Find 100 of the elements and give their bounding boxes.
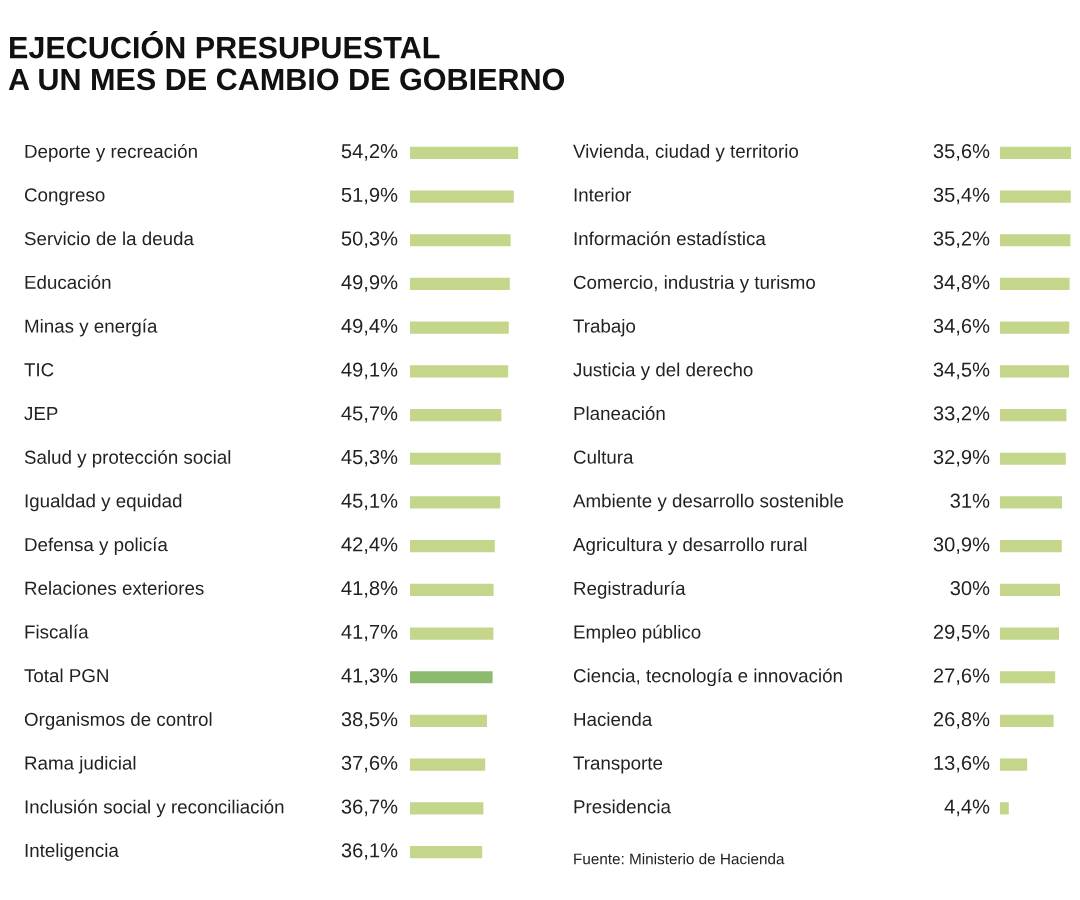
bar	[410, 845, 483, 859]
y-tick-label: Defensa y policía	[25, 537, 168, 555]
bar	[410, 408, 502, 422]
data-label: 38,5%	[341, 712, 398, 729]
bar	[410, 277, 510, 291]
bar	[1000, 758, 1028, 771]
bar	[1000, 146, 1072, 159]
y-tick-label: Información estadística	[574, 231, 766, 246]
data-label: 35,2%	[933, 231, 990, 249]
y-tick-label: TIC	[24, 363, 54, 377]
bar	[1000, 365, 1069, 378]
data-label: 34,5%	[933, 362, 990, 380]
y-tick-label: Rama judicial	[25, 755, 136, 774]
data-label: 37,6%	[341, 755, 398, 773]
data-label: 41,3%	[341, 668, 398, 686]
y-tick-label: Deporte y recreación	[25, 144, 197, 162]
y-tick-label: Planeación	[574, 406, 665, 421]
data-label: 36,1%	[341, 843, 398, 860]
bar	[1000, 540, 1062, 553]
y-tick-label: Interior	[574, 187, 632, 202]
bar	[410, 146, 519, 159]
data-label: 34,6%	[933, 318, 990, 336]
y-tick-label: Presidencia	[574, 799, 671, 814]
y-tick-label: Servicio de la deuda	[24, 231, 194, 246]
y-tick-label: Registraduría	[574, 581, 686, 599]
data-label: 30%	[950, 581, 990, 596]
data-label: 41,7%	[341, 624, 398, 642]
data-label: 45,1%	[341, 493, 398, 511]
bar	[410, 496, 501, 509]
y-tick-label: Trabajo	[573, 318, 636, 337]
bar	[1000, 496, 1062, 509]
data-label: 30,9%	[933, 537, 990, 554]
y-tick-label: Transporte	[573, 756, 663, 774]
data-label: 26,8%	[933, 712, 990, 729]
bar	[1000, 321, 1070, 334]
y-tick-label: Inclusión social y reconciliación	[25, 799, 284, 818]
y-tick-label: Organismos de control	[24, 712, 212, 730]
bar	[410, 321, 509, 334]
bar	[1000, 627, 1059, 640]
bar	[410, 758, 486, 771]
data-label: 45,7%	[341, 406, 398, 423]
data-label: 27,6%	[933, 668, 990, 686]
bar	[1000, 234, 1071, 247]
y-tick-label: Educación	[25, 274, 111, 289]
y-tick-label: Igualdad y equidad	[25, 493, 182, 512]
bar	[410, 671, 493, 684]
y-tick-label: Salud y protección social	[24, 449, 231, 468]
data-label: 54,2%	[341, 144, 398, 161]
source-note: Fuente: Ministerio de Hacienda	[574, 853, 785, 865]
bar	[1000, 190, 1071, 203]
data-label: 49,1%	[341, 362, 398, 380]
bar	[410, 452, 501, 465]
y-tick-label: Congreso	[24, 188, 105, 206]
y-tick-label: JEP	[24, 407, 58, 421]
bar	[1000, 671, 1056, 684]
data-label: 4,4%	[944, 799, 990, 817]
y-tick-label: Agricultura y desarrollo rural	[573, 537, 807, 555]
data-label: 50,3%	[341, 231, 398, 249]
chart-title: EJECUCIÓN PRESUPUESTAL A UN MES DE CAMBIO DE GOBIERNO	[8, 31, 565, 91]
y-tick-label: Relaciones exteriores	[25, 581, 204, 595]
y-tick-label: Ambiente y desarrollo sostenible	[573, 493, 844, 512]
data-label: 45,3%	[341, 449, 398, 467]
bar	[410, 627, 494, 640]
y-tick-label: Hacienda	[574, 712, 653, 726]
data-label: 34,8%	[933, 275, 990, 292]
data-label: 41,8%	[341, 581, 398, 598]
bar	[410, 802, 484, 815]
bar	[1000, 277, 1070, 291]
bar	[410, 714, 487, 728]
bar	[410, 583, 494, 596]
y-tick-label: Ciencia, tecnología e innovación	[573, 668, 842, 687]
y-tick-label: Minas y energía	[25, 318, 158, 337]
y-tick-label: Total PGN	[24, 668, 108, 683]
bar	[410, 540, 495, 553]
data-label: 49,4%	[341, 318, 398, 336]
y-tick-label: Cultura	[573, 450, 634, 464]
data-label: 32,9%	[933, 449, 990, 467]
data-label: 49,9%	[341, 275, 398, 292]
bar	[410, 365, 509, 378]
bar	[1000, 583, 1060, 596]
data-label: 33,2%	[933, 406, 990, 423]
data-label: 13,6%	[934, 755, 990, 773]
bar	[1000, 802, 1009, 815]
y-tick-label: Fiscalía	[25, 624, 89, 639]
data-label: 35,4%	[933, 187, 990, 205]
data-label: 31%	[950, 493, 990, 508]
y-tick-label: Justicia y del derecho	[573, 362, 753, 381]
bar	[1000, 452, 1066, 465]
bar	[1000, 408, 1067, 422]
y-tick-label: Inteligencia	[25, 843, 119, 861]
y-tick-label: Comercio, industria y turismo	[573, 275, 815, 293]
y-tick-label: Empleo público	[574, 624, 701, 643]
data-label: 51,9%	[341, 187, 398, 205]
y-tick-label: Vivienda, ciudad y territorio	[573, 144, 799, 162]
data-label: 36,7%	[341, 799, 398, 817]
data-label: 29,5%	[933, 624, 990, 642]
bar	[410, 234, 511, 247]
bar	[1000, 714, 1054, 728]
data-label: 35,6%	[933, 144, 990, 161]
data-label: 42,4%	[341, 537, 398, 554]
